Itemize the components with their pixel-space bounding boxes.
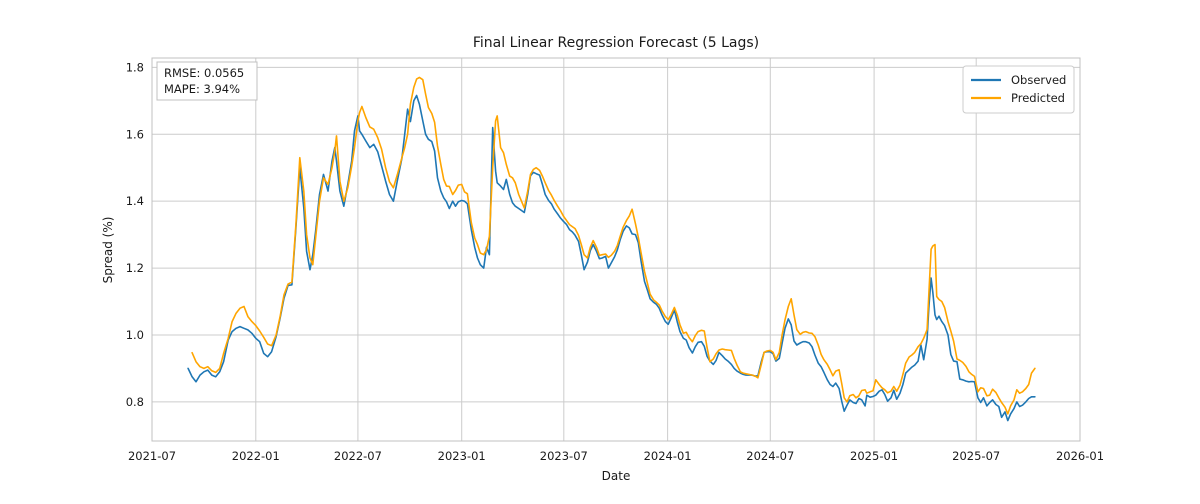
x-tick-label: 2023-01 xyxy=(438,449,486,463)
x-tick-label: 2023-07 xyxy=(540,449,588,463)
x-tick-label: 2025-07 xyxy=(952,449,1000,463)
y-tick-label: 1.4 xyxy=(126,194,144,208)
axis-tick-labels: 0.8 1.0 1.2 1.4 1.6 1.8 2021-07 2022-01 2022-07 2… xyxy=(126,60,1104,463)
y-axis-label: Spread (%) xyxy=(101,217,115,284)
predicted-line xyxy=(191,76,1036,415)
y-tick-label: 1.6 xyxy=(126,127,144,141)
legend: Observed Predicted xyxy=(962,65,1075,114)
chart-title: Final Linear Regression Forecast (5 Lags… xyxy=(473,35,759,51)
rmse-annotation: RMSE: 0.0565 xyxy=(164,66,244,80)
predicted-legend-label: Predicted xyxy=(1011,91,1065,105)
observed-line xyxy=(187,94,1036,422)
x-tick-label: 2022-07 xyxy=(334,449,382,463)
x-tick-label: 2022-01 xyxy=(232,449,280,463)
y-tick-label: 0.8 xyxy=(126,395,144,409)
x-tick-label: 2024-01 xyxy=(644,449,692,463)
y-tick-label: 1.8 xyxy=(126,60,144,74)
y-tick-label: 1.2 xyxy=(126,261,144,275)
gridlines xyxy=(151,58,1081,441)
x-tick-label: 2021-07 xyxy=(128,449,176,463)
observed-legend-label: Observed xyxy=(1011,73,1066,87)
x-tick-label: 2025-01 xyxy=(850,449,898,463)
metrics-box: RMSE: 0.0565 MAPE: 3.94% xyxy=(156,61,258,101)
x-axis-label: Date xyxy=(602,469,631,483)
mape-annotation: MAPE: 3.94% xyxy=(164,82,240,96)
x-tick-label: 2026-01 xyxy=(1056,449,1104,463)
y-tick-label: 1.0 xyxy=(126,328,144,342)
legend-border xyxy=(962,65,1075,114)
x-tick-label: 2024-07 xyxy=(746,449,794,463)
plot-frame xyxy=(151,57,1081,442)
metrics-box-border xyxy=(156,61,258,101)
series-lines xyxy=(187,76,1036,422)
